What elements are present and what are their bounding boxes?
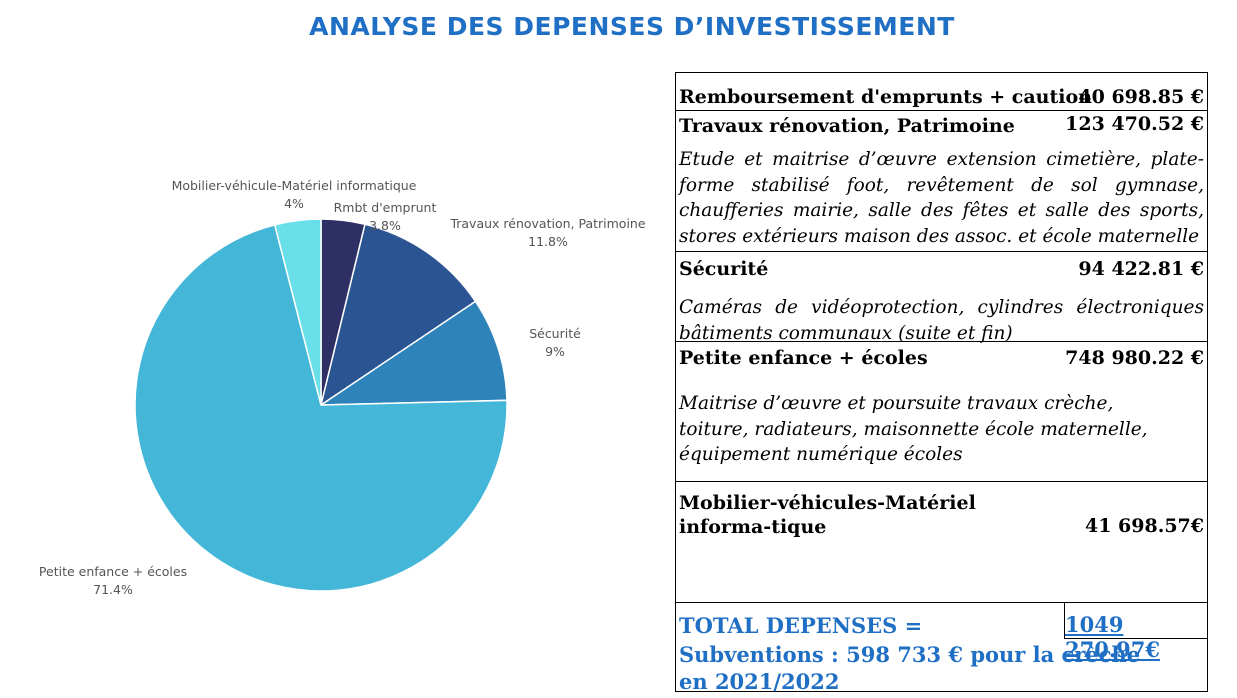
pie-chart: Rmbt d'emprunt 3.8% Travaux rénovation, Pa… [0, 60, 670, 620]
slice-percent-label: 4% [284, 196, 304, 211]
row-description: Etude et maitrise d’œuvre extension cime… [679, 147, 1204, 249]
row-description: Caméras de vidéoprotection, cylindres él… [679, 295, 1204, 346]
row-title: Travaux rénovation, Patrimoine [679, 115, 1015, 137]
row-title: Petite enfance + écoles [679, 347, 928, 369]
row-title: Sécurité [679, 258, 768, 280]
slice-name-label: Rmbt d'emprunt [334, 200, 437, 215]
subventions-note: Subventions : 598 733 € pour la crèche e… [679, 641, 1149, 695]
row-title: Mobilier-véhicules-Matériel informa-tiqu… [679, 491, 1049, 539]
table-row: Petite enfance + écoles 748 980.22 € Mai… [676, 342, 1207, 482]
row-amount: 41 698.57€ [1085, 515, 1204, 537]
table-row: Sécurité 94 422.81 € Caméras de vidéopro… [676, 252, 1207, 342]
row-title: Remboursement d'emprunts + caution [679, 86, 1092, 108]
slice-name-label: Sécurité [529, 326, 581, 341]
slice-percent-label: 11.8% [528, 234, 568, 249]
table-row: Remboursement d'emprunts + caution 40 69… [676, 73, 1207, 111]
page-title: ANALYSE DES DEPENSES D’INVESTISSEMENT [0, 12, 1237, 41]
slice-percent-label: 9% [545, 344, 565, 359]
expense-table: Remboursement d'emprunts + caution 40 69… [675, 72, 1208, 692]
table-row: Travaux rénovation, Patrimoine 123 470.5… [676, 111, 1207, 252]
slice-name-label: Travaux rénovation, Patrimoine [449, 216, 645, 231]
slice-name-label: Mobilier-véhicule-Matériel informatique [172, 178, 417, 193]
row-amount: 748 980.22 € [1065, 347, 1204, 369]
row-amount: 123 470.52 € [1065, 113, 1204, 135]
row-amount: 40 698.85 € [1078, 86, 1204, 108]
row-description: Maitrise d’œuvre et poursuite travaux cr… [679, 391, 1177, 468]
slice-percent-label: 71.4% [93, 582, 133, 597]
total-amount-box: 1049 270.97€ [1064, 603, 1207, 639]
slice-percent-label: 3.8% [369, 218, 401, 233]
total-row: TOTAL DEPENSES = 1049 270.97€ Subvention… [676, 603, 1207, 691]
table-row: Mobilier-véhicules-Matériel informa-tiqu… [676, 482, 1207, 603]
total-label: TOTAL DEPENSES = [679, 613, 922, 638]
slice-name-label: Petite enfance + écoles [39, 564, 187, 579]
row-amount: 94 422.81 € [1078, 258, 1204, 280]
